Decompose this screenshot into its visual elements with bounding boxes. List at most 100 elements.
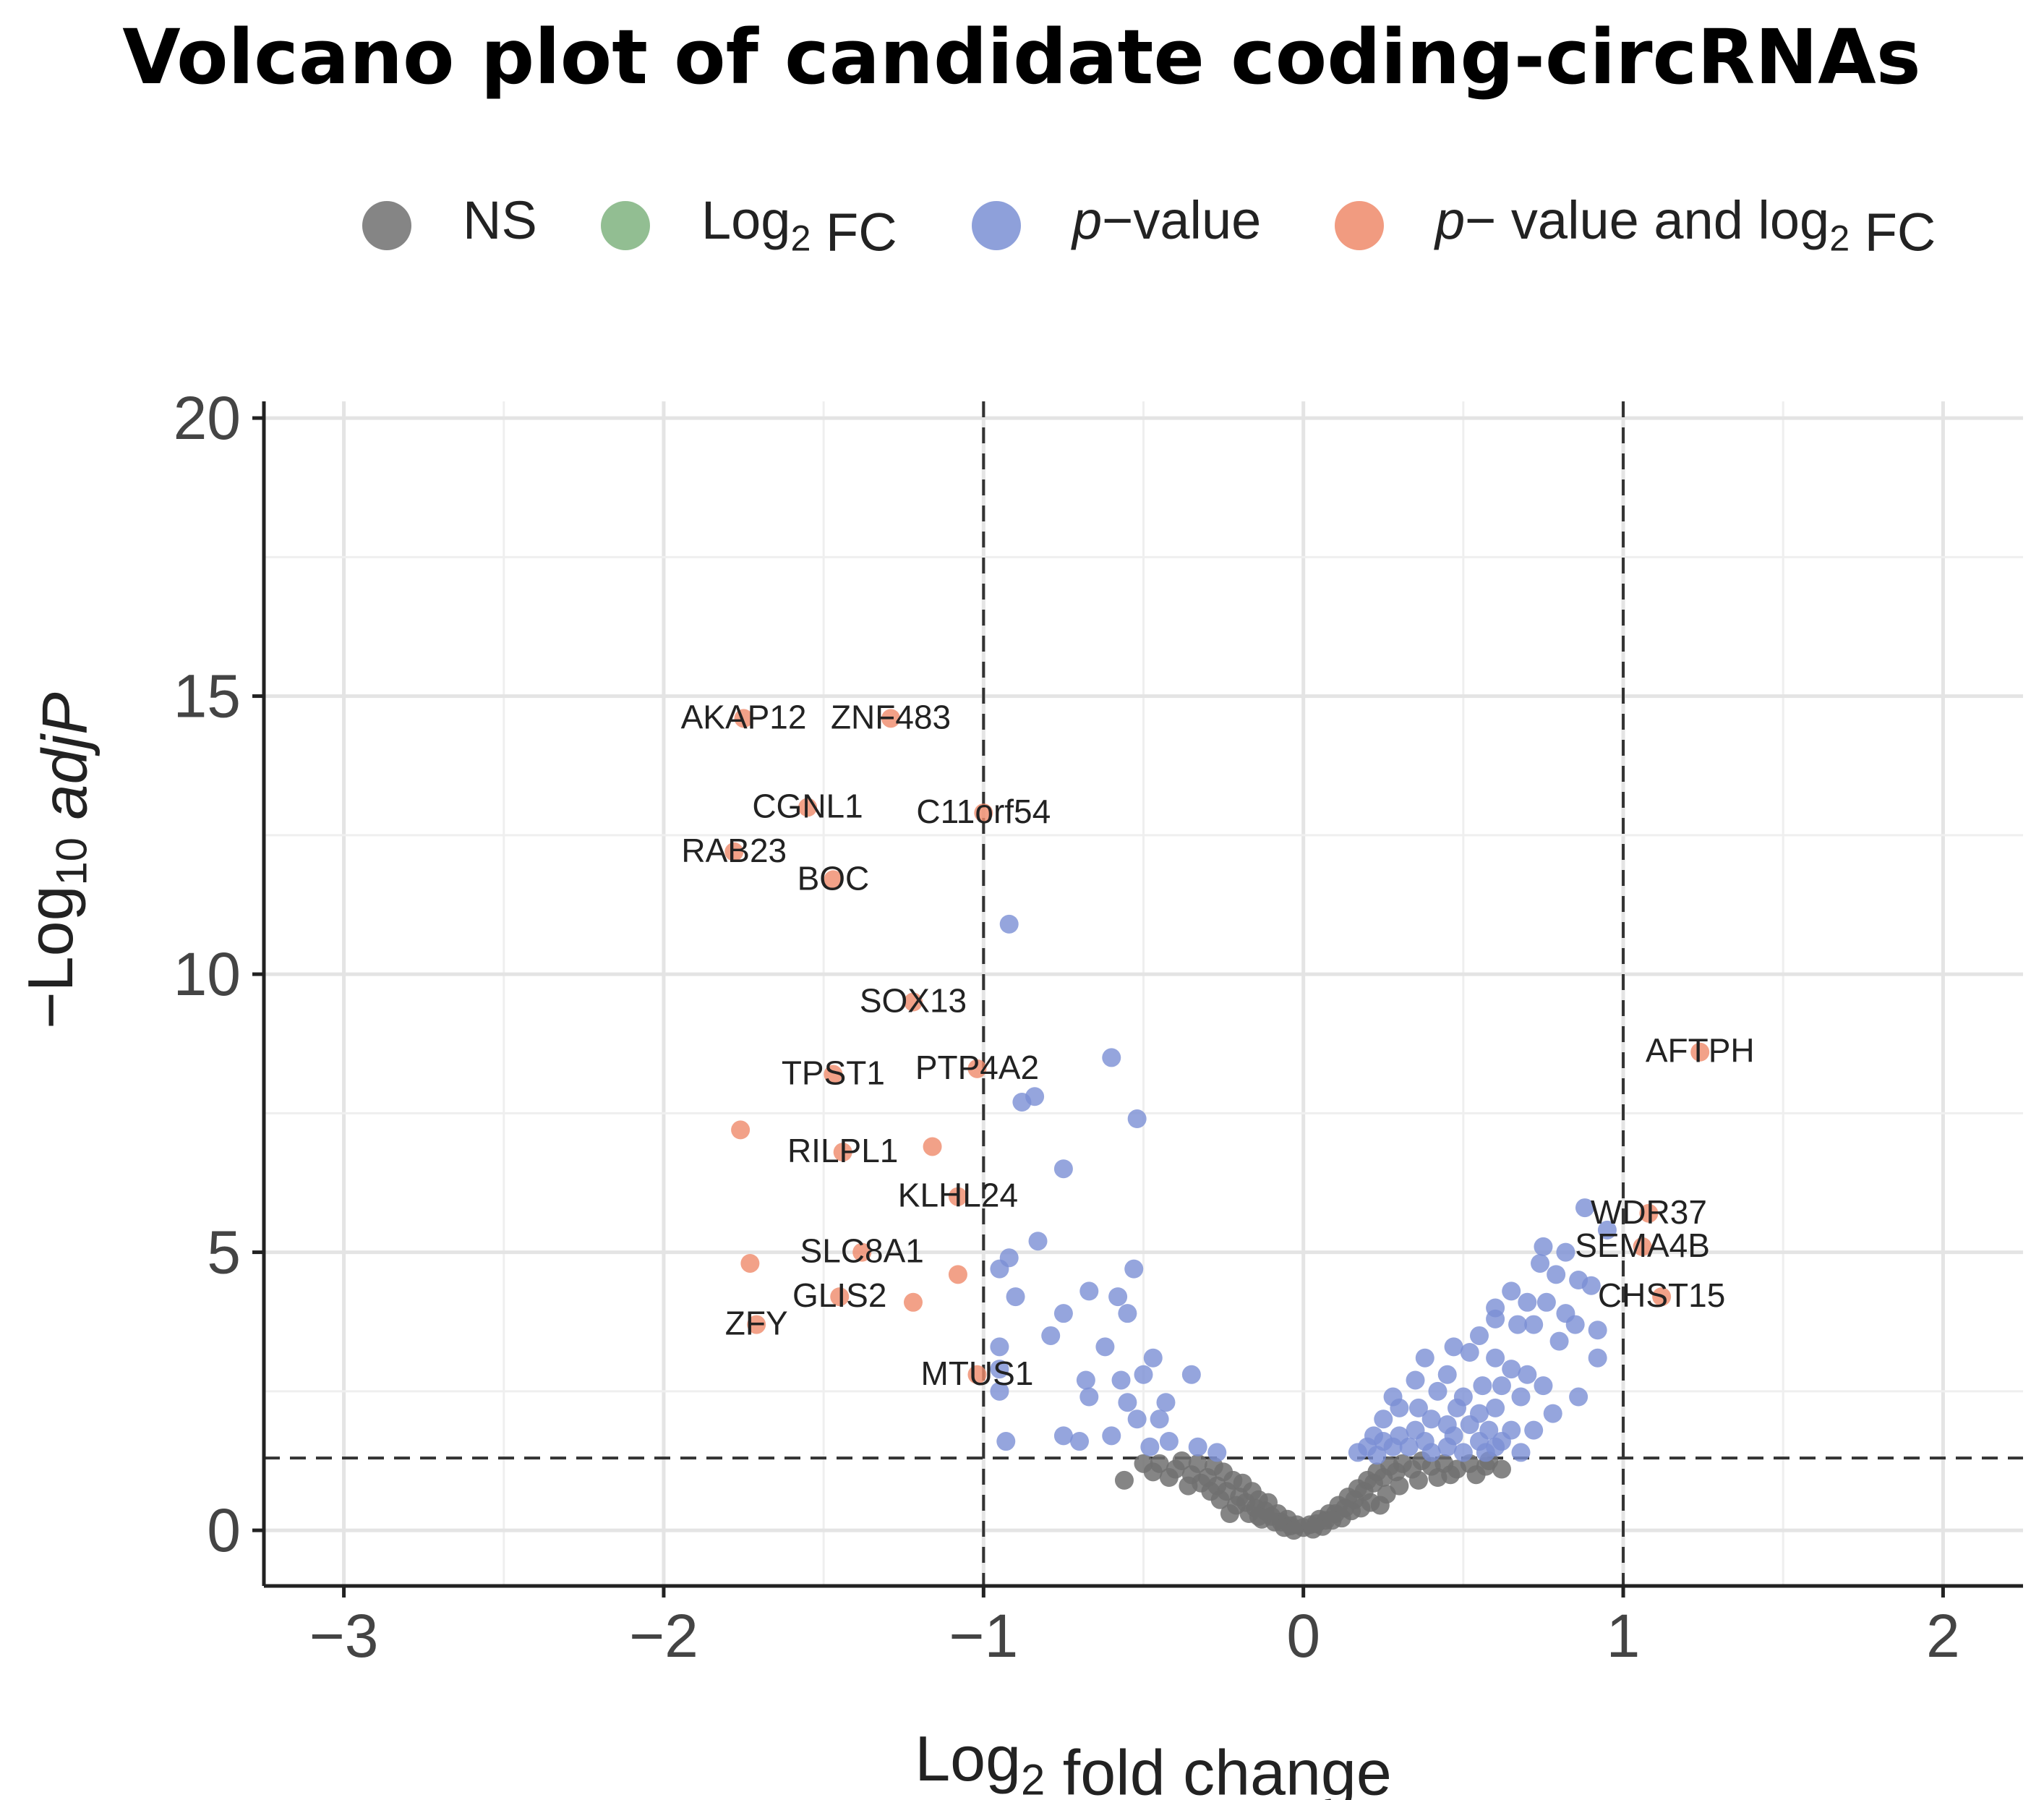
x-tick-label: −2 <box>629 1602 698 1670</box>
gene-label: CGNL1 <box>752 787 863 824</box>
legend-item: p− value and log2 FC <box>1335 190 1936 262</box>
legend-label: Log2 FC <box>701 190 897 262</box>
pvalue-point <box>1531 1253 1550 1273</box>
significant-point <box>724 842 744 861</box>
ns-point <box>1172 1451 1192 1470</box>
ns-point <box>1332 1509 1351 1528</box>
pvalue-point <box>1111 1370 1131 1390</box>
pvalue-point <box>1524 1420 1544 1440</box>
pvalue-point <box>1444 1337 1463 1357</box>
legend-marker <box>972 201 1021 250</box>
ns-point <box>1275 1518 1294 1537</box>
pvalue-point <box>1348 1443 1367 1462</box>
reference-lines <box>264 401 2023 1586</box>
pvalue-point <box>1460 1415 1479 1434</box>
pvalue-point <box>1421 1443 1441 1462</box>
significant-point <box>1633 1237 1652 1256</box>
y-tick-label: 15 <box>174 662 241 730</box>
significant-point <box>824 1065 843 1084</box>
gene-label: AKAP12 <box>681 698 807 735</box>
pvalue-point <box>1448 1398 1467 1417</box>
gene-label: SEMA4B <box>1575 1227 1710 1264</box>
pvalue-point <box>1469 1326 1489 1345</box>
pvalue-point <box>990 1381 1009 1401</box>
pvalue-point <box>1140 1437 1160 1456</box>
pvalue-point <box>1124 1259 1144 1279</box>
pvalue-point <box>1406 1370 1425 1390</box>
y-tick-label: 0 <box>207 1496 241 1564</box>
gene-label: RILPL1 <box>787 1132 898 1169</box>
pvalue-point <box>1134 1365 1153 1384</box>
legend-item: NS <box>362 190 537 250</box>
significant-point <box>948 1187 967 1206</box>
pvalue-point <box>1390 1398 1409 1417</box>
ns-point <box>1313 1517 1333 1536</box>
pvalue-point <box>1549 1331 1569 1351</box>
significant-point <box>903 992 923 1012</box>
gene-label: SLC8A1 <box>800 1232 924 1270</box>
pvalue-point <box>1076 1370 1095 1390</box>
gene-label: WDR37 <box>1591 1193 1707 1231</box>
legend-item: p−value <box>972 190 1261 250</box>
pvalue-point <box>1453 1443 1473 1462</box>
pvalue-point <box>1502 1360 1521 1379</box>
significant-point <box>798 798 818 817</box>
pvalue-point <box>1127 1109 1147 1129</box>
significant-point <box>830 1287 850 1307</box>
pvalue-point <box>1511 1387 1531 1407</box>
pvalue-point <box>1053 1304 1073 1323</box>
pvalue-point <box>1399 1437 1419 1456</box>
ns-point <box>1408 1470 1428 1490</box>
significant-point <box>1690 1042 1710 1062</box>
pvalue-point <box>1156 1393 1176 1412</box>
pvalue-point <box>1473 1376 1492 1396</box>
x-tick-label: −1 <box>949 1602 1018 1670</box>
pvalue-point <box>1547 1265 1566 1284</box>
pvalue-point <box>1486 1348 1505 1368</box>
significant-point <box>967 1365 987 1384</box>
y-tick-label: 10 <box>174 940 241 1008</box>
pvalue-point <box>1079 1281 1099 1301</box>
pvalue-point <box>1518 1292 1537 1312</box>
pvalue-point <box>1518 1365 1537 1384</box>
x-tick-label: −3 <box>309 1602 379 1670</box>
y-tick-label: 20 <box>174 384 241 452</box>
gene-label: MTUS1 <box>921 1355 1034 1392</box>
pvalue-point <box>1460 1343 1479 1362</box>
significant-point <box>903 1292 923 1312</box>
ns-point <box>1428 1468 1448 1488</box>
ns-point <box>1159 1468 1179 1488</box>
pvalue-point <box>1415 1348 1434 1368</box>
significant-point <box>948 1265 967 1284</box>
pvalue-point <box>1437 1437 1457 1456</box>
legend-marker <box>1335 201 1384 250</box>
significant-point <box>1639 1203 1659 1223</box>
ns-point <box>1188 1454 1207 1473</box>
pvalue-point <box>1486 1437 1505 1456</box>
legend-marker <box>601 201 650 250</box>
gene-label: AFTPH <box>1646 1032 1755 1070</box>
significant-point <box>747 1315 766 1334</box>
pvalue-point <box>1070 1432 1090 1451</box>
ns-point <box>1351 1498 1371 1518</box>
legend-label: NS <box>463 190 537 250</box>
pvalue-point <box>1421 1409 1441 1429</box>
pvalue-point <box>996 1432 1016 1451</box>
ns-point <box>1134 1454 1153 1473</box>
x-axis-title: Log2 fold change <box>915 1723 1392 1800</box>
ns-point <box>1114 1470 1134 1490</box>
pvalue-point <box>1053 1426 1073 1446</box>
significant-point <box>833 1143 852 1162</box>
legend-item: Log2 FC <box>601 190 897 262</box>
pvalue-point <box>1536 1292 1556 1312</box>
pvalue-point <box>1437 1365 1457 1384</box>
y-tick-label: 5 <box>207 1219 241 1287</box>
pvalue-point <box>1588 1348 1607 1368</box>
gene-label: BOC <box>797 859 870 897</box>
pvalue-point <box>1207 1443 1227 1462</box>
ns-point <box>1220 1504 1239 1524</box>
gene-label: PTP4A2 <box>915 1049 1039 1086</box>
legend: NS Log2 FC p−value p− value and log2 FC <box>362 190 1936 262</box>
